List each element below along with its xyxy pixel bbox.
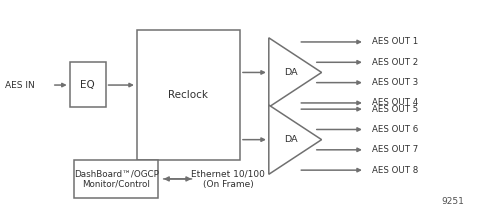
Polygon shape — [269, 38, 322, 107]
Text: AES IN: AES IN — [5, 81, 35, 89]
Text: EQ: EQ — [80, 80, 95, 89]
Text: AES OUT 6: AES OUT 6 — [372, 125, 418, 134]
Text: DA: DA — [285, 68, 298, 77]
Text: Ethernet 10/100
(On Frame): Ethernet 10/100 (On Frame) — [191, 169, 265, 189]
Text: AES OUT 1: AES OUT 1 — [372, 37, 418, 46]
Text: AES OUT 5: AES OUT 5 — [372, 105, 418, 114]
Bar — [70, 62, 106, 107]
Bar — [137, 30, 240, 160]
Text: AES OUT 7: AES OUT 7 — [372, 145, 418, 154]
Bar — [74, 160, 158, 198]
Text: AES OUT 3: AES OUT 3 — [372, 78, 418, 87]
Text: DashBoard™/OGCP
Monitor/Control: DashBoard™/OGCP Monitor/Control — [74, 169, 159, 189]
Polygon shape — [269, 105, 322, 174]
Text: AES OUT 2: AES OUT 2 — [372, 58, 418, 67]
Text: 9251: 9251 — [442, 197, 465, 206]
Text: AES OUT 4: AES OUT 4 — [372, 98, 418, 108]
Text: DA: DA — [285, 135, 298, 144]
Text: Reclock: Reclock — [168, 90, 208, 100]
Text: AES OUT 8: AES OUT 8 — [372, 166, 418, 175]
